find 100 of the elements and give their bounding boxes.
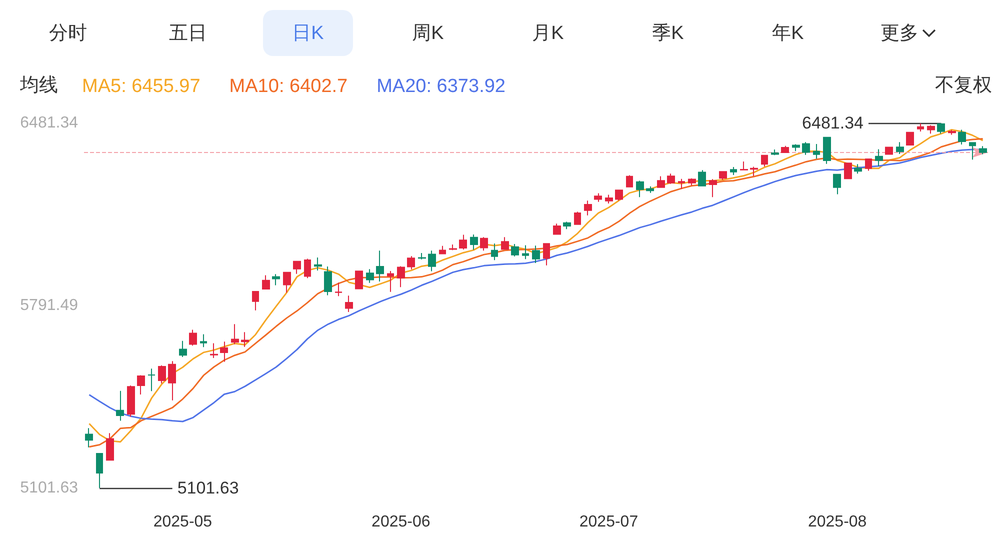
candlestick bbox=[480, 236, 488, 252]
candlestick bbox=[823, 136, 831, 164]
x-tick-label: 2025-07 bbox=[579, 514, 638, 530]
candlestick bbox=[158, 364, 166, 384]
candlestick bbox=[85, 428, 93, 448]
candlestick bbox=[137, 374, 145, 396]
candlestick bbox=[563, 221, 571, 230]
candlestick bbox=[262, 274, 270, 290]
text: 不复权 bbox=[935, 74, 992, 98]
candlestick bbox=[418, 252, 426, 260]
x-tick-label: 2025-06 bbox=[372, 514, 430, 530]
candlestick bbox=[501, 236, 509, 250]
candlestick bbox=[231, 324, 239, 345]
candlestick bbox=[366, 268, 374, 284]
text: 季K bbox=[652, 22, 684, 46]
text: 分时 bbox=[49, 22, 87, 46]
text: 周K bbox=[412, 22, 444, 46]
candlestick bbox=[605, 194, 613, 204]
annotation: 6481.34 bbox=[802, 114, 864, 132]
text: MA5: 6455.97 bbox=[82, 76, 200, 97]
candlestick bbox=[168, 360, 176, 401]
candlestick bbox=[813, 143, 820, 160]
x-tick-label: 2025-05 bbox=[153, 514, 212, 530]
candlestick bbox=[667, 173, 675, 184]
candlestick bbox=[355, 270, 363, 290]
candlestick bbox=[646, 186, 654, 194]
candlestick bbox=[584, 200, 592, 216]
candlestick bbox=[459, 234, 467, 250]
candlestick bbox=[626, 174, 633, 188]
candlestick bbox=[543, 242, 550, 266]
text: MA10: 6402.7 bbox=[229, 76, 348, 97]
candlestick bbox=[449, 244, 457, 251]
y-tick-label: 5101.63 bbox=[20, 480, 78, 496]
text: 日K bbox=[292, 22, 324, 46]
candlestick bbox=[148, 368, 155, 392]
candlestick bbox=[802, 142, 810, 156]
candlestick bbox=[127, 385, 135, 418]
candlestick bbox=[345, 295, 353, 312]
candlestick bbox=[397, 266, 405, 288]
candlestick bbox=[792, 144, 800, 152]
candlestick bbox=[854, 164, 862, 174]
candlestick bbox=[252, 290, 259, 311]
candlestick bbox=[698, 170, 706, 187]
x-tick-label: 2025-08 bbox=[808, 514, 867, 530]
candlestick bbox=[314, 256, 322, 271]
candlestick bbox=[771, 149, 779, 156]
y-tick-label: 6481.34 bbox=[20, 114, 78, 132]
candlestick bbox=[511, 243, 519, 257]
candlestick bbox=[917, 122, 924, 132]
candlestick bbox=[574, 211, 581, 225]
candlestick bbox=[407, 256, 415, 270]
candlestick bbox=[730, 166, 737, 176]
candlestick bbox=[865, 158, 872, 172]
candlestick bbox=[241, 332, 249, 348]
text: 月K bbox=[532, 22, 564, 46]
text: 年K bbox=[772, 22, 804, 46]
candlestick bbox=[96, 453, 103, 488]
candlestick bbox=[688, 178, 696, 186]
candlestick bbox=[906, 132, 914, 146]
candlestick bbox=[200, 334, 207, 348]
candlestick bbox=[636, 180, 644, 198]
candlestick bbox=[387, 270, 394, 292]
text: MA20: 6373.92 bbox=[376, 76, 506, 97]
candlestick bbox=[958, 129, 966, 146]
candlestick bbox=[522, 244, 529, 260]
candlestick bbox=[678, 178, 685, 190]
candlestick bbox=[376, 250, 384, 282]
candlestick bbox=[761, 154, 768, 167]
candlestick bbox=[553, 223, 561, 235]
candlestick bbox=[179, 340, 187, 358]
candlestick bbox=[594, 192, 602, 202]
candlestick bbox=[220, 341, 228, 362]
candlestick bbox=[657, 176, 665, 188]
text: 更多 bbox=[880, 22, 918, 46]
candlestick bbox=[532, 245, 540, 264]
candlestick bbox=[740, 160, 748, 171]
text: 均线 bbox=[20, 74, 58, 98]
candlestick bbox=[491, 242, 498, 261]
y-tick-label: 5791.49 bbox=[20, 297, 78, 314]
candlestick bbox=[844, 162, 852, 180]
candlestick bbox=[885, 146, 893, 155]
candlestick bbox=[272, 274, 280, 286]
candlestick bbox=[750, 166, 758, 176]
text: 五日 bbox=[169, 22, 207, 46]
candlestick bbox=[335, 282, 342, 297]
candlestick bbox=[470, 234, 478, 250]
candlestick bbox=[937, 122, 945, 134]
candlestick bbox=[927, 124, 935, 134]
candlestick bbox=[833, 174, 841, 195]
candlestick bbox=[709, 178, 717, 198]
candlestick bbox=[283, 272, 291, 294]
candlestick bbox=[719, 171, 727, 180]
candlestick bbox=[324, 266, 332, 296]
candlestick bbox=[304, 258, 311, 279]
candlestick bbox=[293, 260, 301, 274]
candlestick bbox=[875, 148, 883, 167]
candlestick bbox=[428, 250, 436, 272]
candlestick bbox=[439, 245, 446, 254]
candlestick bbox=[210, 342, 218, 359]
candlestick bbox=[781, 145, 789, 154]
